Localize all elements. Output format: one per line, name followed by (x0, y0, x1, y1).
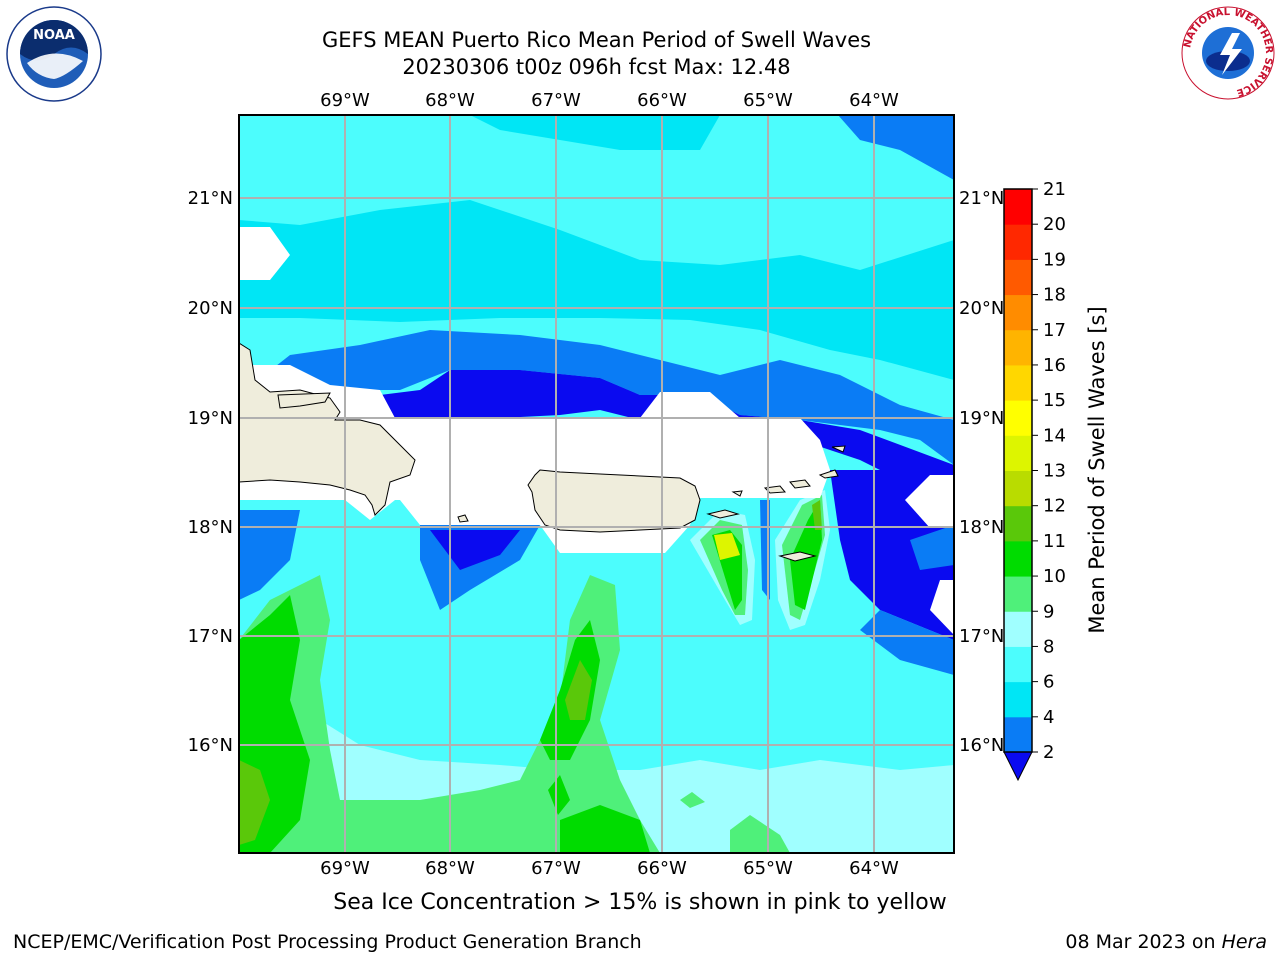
lat-label-left: 16°N (188, 735, 233, 756)
footer-host: Hera (1221, 931, 1267, 953)
colorbar-tick-label: 6 (1043, 672, 1054, 693)
noaa-logo-text: NOAA (33, 28, 75, 43)
colorbar-swatch (1004, 294, 1032, 331)
noaa-logo: NOAA (6, 6, 102, 102)
colorbar-tick-label: 14 (1043, 425, 1066, 446)
colorbar-swatch (1004, 364, 1032, 401)
lat-label-right: 19°N (959, 408, 1004, 429)
lat-label-right: 21°N (959, 188, 1004, 209)
colorbar-label: Mean Period of Swell Waves [s] (1085, 306, 1109, 634)
colorbar-swatch (1004, 259, 1032, 296)
lat-label-right: 20°N (959, 298, 1004, 319)
lat-label-right: 16°N (959, 735, 1004, 756)
lon-label-bottom: 68°W (425, 858, 475, 879)
nws-logo: NATIONAL WEATHER SERVICE (1181, 6, 1275, 100)
footer-date: 08 Mar 2023 on Hera (1065, 931, 1267, 953)
colorbar-tick-label: 21 (1043, 179, 1066, 200)
colorbar: 2 4 6 8 9 10 11 12 13 14 15 16 17 18 19 20 21 (1003, 179, 1066, 782)
colorbar-tick-label: 8 (1043, 636, 1054, 657)
lat-label-right: 17°N (959, 626, 1004, 647)
colorbar-swatch (1004, 681, 1032, 718)
colorbar-tick-label: 2 (1043, 742, 1054, 763)
colorbar-swatch (1004, 540, 1032, 577)
lon-label-bottom: 69°W (320, 858, 370, 879)
colorbar-tick-label: 15 (1043, 390, 1066, 411)
lon-label-top: 67°W (531, 90, 581, 111)
sea-ice-caption: Sea Ice Concentration > 15% is shown in … (333, 890, 947, 915)
colorbar-swatch (1004, 611, 1032, 647)
colorbar-swatch (1004, 435, 1032, 471)
colorbar-tick-label: 10 (1043, 566, 1066, 587)
colorbar-swatch (1004, 470, 1032, 507)
map-frame (238, 114, 955, 854)
lon-label-top: 69°W (320, 90, 370, 111)
lon-label-bottom: 64°W (849, 858, 899, 879)
colorbar-swatch (1004, 505, 1032, 542)
lat-label-left: 18°N (188, 517, 233, 538)
colorbar-tick-label: 13 (1043, 461, 1066, 482)
lon-label-top: 66°W (637, 90, 687, 111)
lon-label-top: 65°W (743, 90, 793, 111)
footer-branch: NCEP/EMC/Verification Post Processing Pr… (13, 931, 642, 953)
lon-label-bottom: 66°W (637, 858, 687, 879)
lon-label-bottom: 65°W (743, 858, 793, 879)
contour-field (239, 115, 954, 853)
colorbar-swatch (1004, 329, 1032, 366)
lat-label-left: 19°N (188, 408, 233, 429)
lat-label-left: 20°N (188, 298, 233, 319)
footer-date-text: 08 Mar 2023 on (1065, 931, 1222, 953)
colorbar-tick-label: 11 (1043, 531, 1066, 552)
colorbar-tick-label: 20 (1043, 214, 1066, 235)
lon-label-bottom: 67°W (531, 858, 581, 879)
colorbar-tick-label: 4 (1043, 707, 1054, 728)
lat-label-left: 17°N (188, 626, 233, 647)
colorbar-tick-label: 9 (1043, 601, 1054, 622)
map-title: GEFS MEAN Puerto Rico Mean Period of Swe… (321, 28, 872, 52)
map-subtitle: 20230306 t00z 096h fcst Max: 12.48 (402, 55, 791, 79)
lon-label-top: 64°W (849, 90, 899, 111)
colorbar-tick-label: 17 (1043, 320, 1066, 341)
colorbar-swatch (1004, 224, 1032, 260)
colorbar-swatch (1004, 716, 1032, 753)
lat-label-right: 18°N (959, 517, 1004, 538)
colorbar-swatch (1004, 189, 1032, 225)
lon-label-top: 68°W (425, 90, 475, 111)
colorbar-tick-label: 16 (1043, 355, 1066, 376)
colorbar-extend-min (1003, 751, 1033, 782)
colorbar-swatch (1004, 646, 1032, 683)
colorbar-tick-label: 12 (1043, 496, 1066, 517)
colorbar-tick-label: 18 (1043, 285, 1066, 306)
colorbar-swatch (1004, 400, 1032, 436)
colorbar-swatch (1004, 576, 1032, 612)
colorbar-tick-label: 19 (1043, 249, 1066, 270)
lat-label-left: 21°N (188, 188, 233, 209)
